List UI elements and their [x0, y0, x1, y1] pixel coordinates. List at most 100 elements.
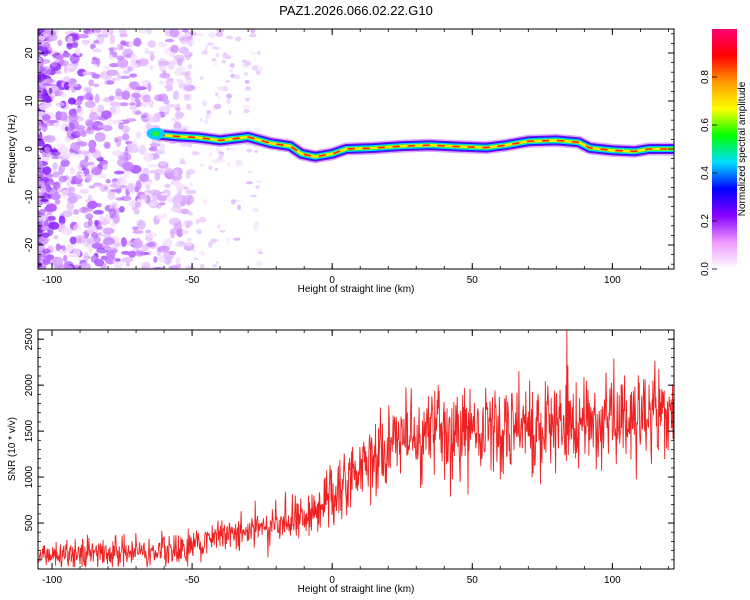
- noise-blob: [38, 104, 45, 109]
- noise-blob: [97, 232, 103, 237]
- noise-blob: [177, 81, 186, 88]
- noise-blob: [175, 193, 180, 198]
- noise-blob: [63, 264, 71, 269]
- noise-blob: [46, 68, 52, 75]
- noise-blob: [60, 159, 70, 167]
- y-tick-label: 2000: [24, 374, 35, 397]
- noise-blob: [62, 52, 71, 58]
- noise-blob: [91, 167, 102, 176]
- y-tick-label: 1500: [24, 420, 35, 443]
- x-tick-label: -100: [42, 275, 62, 286]
- noise-blob: [79, 159, 89, 169]
- spectrogram-ylabel: Frequency (Hz): [7, 115, 18, 184]
- noise-blob: [109, 63, 120, 68]
- noise-blob: [199, 216, 207, 223]
- noise-blob: [42, 166, 52, 175]
- x-tick-label: 50: [467, 575, 479, 586]
- noise-blob: [168, 250, 177, 256]
- noise-blob: [67, 83, 79, 87]
- x-tick-label: -100: [42, 575, 62, 586]
- noise-blob: [116, 43, 123, 51]
- noise-blob: [38, 262, 43, 268]
- ridge-core: [157, 133, 674, 158]
- noise-blob: [91, 73, 101, 79]
- noise-blob: [158, 254, 164, 263]
- noise-blob: [255, 180, 263, 183]
- noise-blob: [93, 83, 100, 88]
- noise-blob: [121, 257, 134, 263]
- noise-blob: [69, 53, 80, 64]
- noise-blob: [76, 237, 82, 244]
- noise-blob: [221, 86, 229, 92]
- y-tick-label: 20: [24, 47, 35, 59]
- noise-blob: [42, 248, 51, 254]
- noise-blob: [38, 125, 42, 130]
- noise-blob: [158, 80, 165, 85]
- noise-blob: [114, 243, 123, 247]
- colorbar-tick-label: 0.4: [700, 166, 711, 180]
- colorbar: 0.0 0.2 0.4 0.6 0.8 Normalized spectral ampl…: [700, 29, 748, 276]
- noise-blob: [66, 179, 72, 187]
- noise-blob: [92, 182, 103, 188]
- noise-blob: [149, 64, 155, 71]
- noise-blob: [237, 204, 241, 211]
- noise-blob: [102, 227, 115, 235]
- noise-blob: [195, 218, 200, 225]
- noise-blob: [186, 266, 192, 269]
- noise-blob: [199, 76, 204, 80]
- noise-blob: [38, 180, 46, 185]
- noise-blob: [173, 169, 179, 177]
- noise-blob: [137, 220, 146, 230]
- noise-blob: [188, 182, 194, 187]
- noise-blob: [146, 241, 156, 248]
- noise-blob: [86, 237, 95, 245]
- noise-blob: [246, 148, 253, 153]
- noise-blob: [254, 221, 259, 224]
- noise-blob: [150, 53, 155, 62]
- noise-blob: [166, 104, 177, 108]
- noise-blob: [121, 250, 131, 255]
- x-tick-label: 0: [329, 575, 335, 586]
- noise-blob: [82, 93, 94, 100]
- noise-blob: [58, 215, 66, 225]
- noise-blob: [229, 63, 235, 68]
- noise-blob: [41, 114, 51, 121]
- noise-blob: [134, 250, 145, 257]
- noise-blob: [47, 215, 56, 221]
- noise-blob: [130, 61, 138, 69]
- noise-blob: [181, 29, 189, 33]
- x-tick-label: 50: [467, 275, 479, 286]
- noise-blob: [185, 189, 197, 195]
- noise-blob: [61, 152, 71, 159]
- noise-blob: [193, 257, 199, 261]
- y-tick-label: 10: [24, 95, 35, 107]
- noise-blob: [159, 143, 166, 152]
- noise-blob: [96, 203, 102, 208]
- noise-blob: [54, 90, 64, 97]
- noise-blob: [93, 209, 104, 215]
- noise-blob: [140, 194, 148, 203]
- noise-blob: [257, 251, 264, 255]
- noise-blob: [57, 60, 69, 67]
- noise-blob: [106, 118, 114, 126]
- noise-blob: [77, 34, 89, 39]
- y-tick-label: 500: [24, 514, 35, 531]
- noise-blob: [180, 125, 191, 129]
- noise-blob: [67, 65, 75, 69]
- noise-blob: [141, 114, 148, 119]
- noise-blob: [41, 232, 50, 238]
- y-tick-label: -10: [24, 189, 35, 204]
- noise-blob: [164, 111, 169, 116]
- noise-blob: [109, 184, 118, 188]
- noise-blob: [119, 33, 128, 38]
- noise-blob: [200, 250, 206, 256]
- noise-blob: [98, 173, 107, 179]
- noise-blob: [202, 198, 207, 204]
- noise-blob: [255, 127, 262, 133]
- noise-blob: [85, 173, 92, 183]
- noise-blob: [217, 223, 221, 230]
